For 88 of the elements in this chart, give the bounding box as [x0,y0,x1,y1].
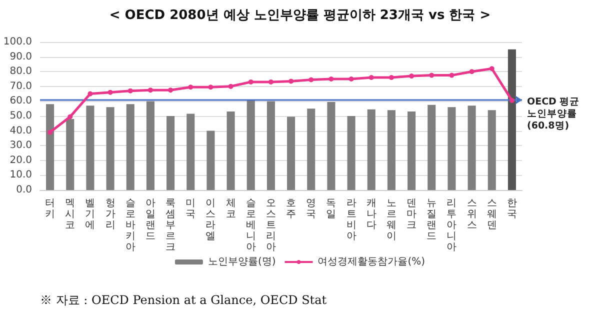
x-tick-label: 캐나다 [366,198,376,231]
point [88,91,93,96]
point [228,84,234,89]
point [168,88,174,93]
point [469,69,474,74]
x-tick-label: 영국 [306,198,316,220]
x-tick-label: 슬로베니아 [246,198,256,253]
legend-label: OECD 평균 노인부양률 (60.8명) [527,96,580,132]
y-tick-label: 10.0 [10,170,32,181]
y-tick-label: 80.0 [10,66,32,78]
bar [287,116,296,190]
bar [508,49,516,190]
y-tick-label: 100.0 [3,36,32,48]
bar [226,112,235,190]
point [429,72,434,78]
point [148,88,153,93]
bar [146,101,154,190]
bar [266,101,275,190]
x-tick-label: 룩셈부르크 [166,198,176,253]
y-tick-label: 30.0 [10,140,32,152]
x-tick-label: 스위스 [466,198,477,231]
point [328,76,334,82]
point [388,75,394,80]
chart-title: < OECD 2080년 예상 노인부양률 평균이하 23개국 vs 한국 > [109,8,491,23]
bar [66,118,74,190]
x-tick-label: 체코 [226,198,236,220]
x-tick-label: 라트비아 [346,198,356,242]
bar [86,106,94,190]
point [449,72,454,78]
y-tick-label: 40.0 [10,125,32,136]
x-tick-label: 독일 [326,198,336,220]
x-tick-label: 벨기에 [85,198,96,231]
bar [428,104,436,190]
bar [347,116,356,190]
x-tick-label: 슬로바키아 [125,198,136,253]
bar [468,106,476,190]
y-tick-label: 0.0 [16,184,32,196]
x-tick-label: 호주 [286,198,296,220]
bar [448,107,456,190]
point [288,78,294,84]
x-tick-label: 덴마크 [406,198,417,231]
point [108,90,113,95]
x-tick-label: 미국 [186,198,196,220]
legend-label: 여성경제활동참가율(%) [318,256,426,268]
x-tick-label: 리투아니아 [446,198,457,253]
bar [166,116,175,190]
point [368,75,374,80]
x-tick-label: 아일랜드 [145,198,156,242]
text: ※ 자료 : OECD Pension at a Glance, OECD Stat [40,293,327,307]
y-tick-label: 70.0 [10,80,32,92]
x-tick-label: 뉴질랜드 [426,198,437,242]
point [348,76,354,82]
point [509,98,514,103]
y-tick-label: 20.0 [10,154,32,166]
x-tick-label: 헝가리 [105,198,116,231]
bar [186,114,195,190]
x-tick-label: 오스트리아 [266,198,276,253]
point [409,74,414,79]
y-tick-label: 60.0 [10,96,32,107]
x-tick-label: 노르웨이 [386,198,396,242]
point [268,79,274,84]
point [308,77,314,82]
point [68,114,73,120]
point [128,88,133,94]
bar [246,100,255,190]
point [248,79,254,84]
bar [367,109,376,190]
point [208,84,214,90]
legend-label: 노인부양률(명) [208,256,276,268]
x-tick-label: 한국 [506,198,517,220]
bar [488,110,496,190]
bar [408,112,416,190]
x-tick-label: 터키 [45,198,56,220]
point [48,130,53,135]
bar [106,107,114,190]
bar [46,104,54,190]
bar [126,104,134,190]
y-tick-label: 50.0 [10,110,32,122]
bar [307,108,316,190]
y-tick-label: 90.0 [10,51,32,62]
x-tick-label: 스웨덴 [486,198,497,231]
bar [387,110,396,190]
x-tick-label: 멕시코 [65,198,76,231]
bar [327,102,336,190]
point [188,84,194,90]
point [489,66,494,72]
bar [206,130,215,190]
x-tick-label: 이스라엘 [206,198,216,242]
